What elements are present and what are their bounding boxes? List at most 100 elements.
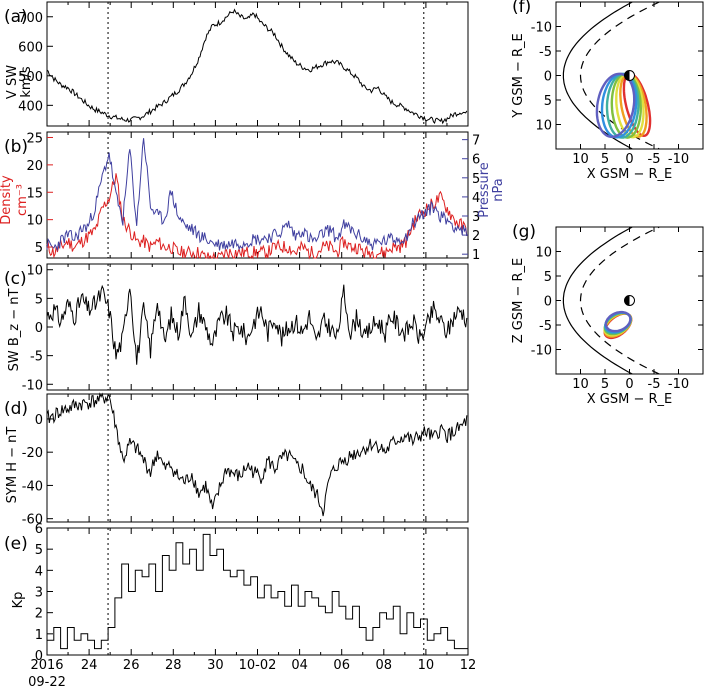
bz-tick-label: 10 [26,264,43,279]
time-tick-label: 30 [207,658,224,673]
orbit-track [595,72,636,139]
time-tick-label: 10-02 [239,658,277,673]
bow-shock-curve [562,2,633,149]
kp-tick-label: 4 [35,564,43,579]
time-tick-label: 2016 [30,658,63,673]
density-tick-label: 5 [35,241,43,256]
pressure-ylabel-1: Pressure [477,162,492,218]
orbit-x-tick-label: 10 [572,377,589,392]
orbit-y-tick-label: 0 [544,70,552,85]
orbit-ylabel-text: Y GSM − R_E [511,33,526,119]
kp-tick-label: 5 [35,543,43,558]
pressure-tick-label: 6 [472,153,480,168]
pressure-tick-label: 3 [472,210,480,225]
orbit-y-tick-label: 10 [535,246,552,261]
symh-ylabel: SYM H − nT [5,427,20,504]
symh-tick-label: 0 [35,413,43,428]
panel-label-e: (e) [4,534,28,554]
orbit-ylabel-text: Z GSM − R_E [511,258,526,343]
symh-tick-label: -60 [22,513,43,528]
time-tick-label-year: 09-22 [28,675,66,690]
density-tick-label: 10 [26,214,43,229]
density-tick-label: 25 [26,131,43,146]
vsw-ylabel-1: V SW [5,65,20,99]
pressure-tick-label: 1 [472,248,480,263]
symh-ylabel-text: SYM H − nT [5,427,20,504]
bz-ylabel: SW B_z − nT [7,289,22,372]
orbit-track [605,72,640,139]
bz-tick-label: 0 [35,321,43,336]
kp-steps [47,533,468,650]
vsw-tick-label: 500 [18,70,43,85]
kp-tick-label: 2 [35,607,43,622]
kp-ylabel-text: Kp [11,592,26,609]
vsw-tick-label: 400 [18,99,43,114]
pressure-tick-label: 2 [472,229,480,244]
orbit-track [600,72,638,139]
orbit-x-tick-label: 5 [601,152,609,167]
panel-d-frame [46,393,469,523]
orbit-track [619,72,648,138]
orbit-x-tick-label: -10 [668,377,689,392]
time-tick-label: 12 [460,658,477,673]
kp-tick-label: 6 [35,522,43,537]
orbit-x-tick-label: 10 [572,152,589,167]
density-ylabel-1: Density [0,175,14,225]
time-tick-label: 28 [165,658,182,673]
panel-c-frame [46,263,469,391]
orbit-y-tick-label: 0 [544,295,552,310]
time-axis: 2016 24 26 28 30 10-02 04 06 08 10 12 09-22 [28,658,476,690]
time-tick-label: 24 [81,658,98,673]
orbit-y-tick-label: -10 [531,344,552,359]
pressure-tick-label: 4 [472,191,480,206]
orbit-track [604,310,632,333]
symh-tick-label: -20 [22,446,43,461]
kp-ylabel: Kp [11,592,26,609]
orbit-ylabel: Y GSM − R_E [511,33,526,119]
panel-a-frame [46,1,469,127]
kp-tick-label: 3 [35,586,43,601]
panel-label-b: (b) [4,137,28,157]
time-tick-label: 08 [376,658,393,673]
symh-line [46,392,468,517]
vsw-line [46,8,468,125]
orbit-x-tick-label: -5 [648,377,661,392]
bz-line [46,284,468,365]
pressure-tick-label: 5 [472,172,480,187]
time-tick-label: 10 [418,658,435,673]
density-line [46,173,468,260]
vsw-tick-label: 700 [18,11,43,26]
vsw-tick-label: 600 [18,40,43,55]
orbit-xlabel: X GSM − R_E [587,392,672,407]
earth-night-side [624,70,630,81]
density-ylabel: Density cm⁻³ [0,175,30,225]
bow-shock-curve [562,227,633,374]
time-tick-label: 06 [333,658,350,673]
panel-label-d: (d) [4,399,28,419]
bz-tick-label: 5 [35,292,43,307]
time-tick-label: 26 [123,658,140,673]
vsw-ylabel: V SW km/s [5,65,34,99]
bz-ylabel-text: SW B_z − nT [7,289,22,372]
orbit-y-tick-label: 5 [544,94,552,109]
density-ylabel-2: cm⁻³ [15,184,30,216]
pressure-ylabel-2: nPa [491,178,506,201]
bz-tick-label: -5 [30,350,43,365]
orbit-panels: 10 5 0 -5 -10 -10 -5 0 5 10 (f) X GSM − R_E Y GSM − … [511,0,704,407]
bz-tick-label: -10 [22,378,43,393]
panel-label-f: (f) [512,0,531,17]
density-tick-label: 20 [26,159,43,174]
orbit-y-tick-label: 5 [544,270,552,285]
orbit-xlabel: X GSM − R_E [587,167,672,182]
orbit-y-tick-label: -5 [539,45,552,60]
magnetopause-curve [579,227,660,374]
time-tick-label: 04 [291,658,308,673]
orbit-x-tick-label: -5 [648,152,661,167]
panel-label-a: (a) [4,7,28,27]
symh-tick-label: -40 [22,479,43,494]
orbit-x-tick-label: 0 [625,152,633,167]
orbit-x-tick-label: 5 [601,377,609,392]
pressure-tick-label: 7 [472,134,480,149]
